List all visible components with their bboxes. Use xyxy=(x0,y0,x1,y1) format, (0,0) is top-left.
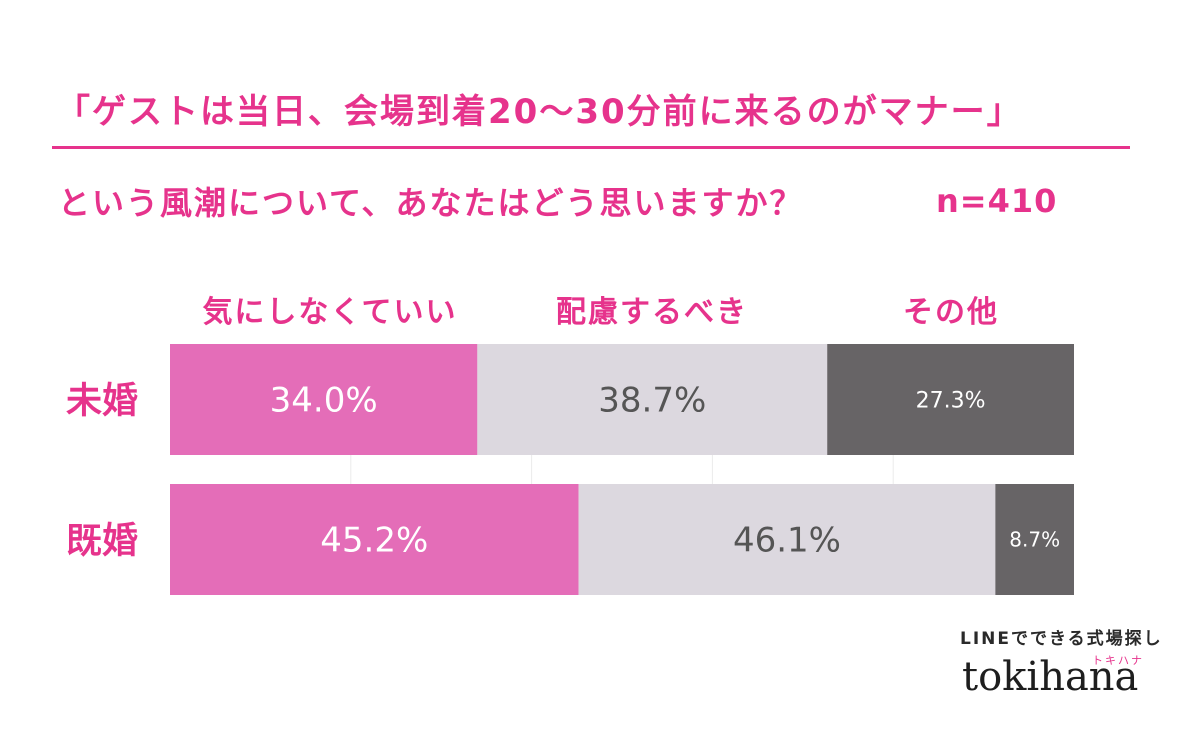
legend-label: 気にしなくていい xyxy=(202,295,457,330)
data-label: 45.2% xyxy=(320,521,428,561)
data-label: 27.3% xyxy=(916,388,986,413)
bar-segment xyxy=(827,344,1074,455)
title-divider xyxy=(52,146,1130,149)
bar-segment xyxy=(170,344,478,455)
brand-kana: トキハナ xyxy=(1092,654,1144,667)
chart-subtitle: という風潮について、あなたはどう思いますか？ xyxy=(58,184,804,222)
chart-title: 「ゲストは当日、会場到着20〜30分前に来るのがマナー」 xyxy=(56,92,1023,132)
data-label: 46.1% xyxy=(733,521,841,561)
brand-tagline: LINEでできる式場探し xyxy=(960,629,1163,649)
data-label: 38.7% xyxy=(598,381,706,421)
data-label: 8.7% xyxy=(1009,528,1060,552)
legend-label: 配慮するべき xyxy=(556,295,748,330)
data-label: 34.0% xyxy=(270,381,378,421)
brand-logo: tokihana xyxy=(962,654,1139,700)
sample-size: n=410 xyxy=(936,182,1058,220)
bar-segment xyxy=(170,484,579,595)
bar-segment xyxy=(995,484,1074,595)
bar-segment xyxy=(477,344,828,455)
category-label: 既婚 xyxy=(66,521,138,562)
legend-label: その他 xyxy=(903,295,999,330)
bar-segment xyxy=(578,484,996,595)
category-label: 未婚 xyxy=(66,381,138,422)
